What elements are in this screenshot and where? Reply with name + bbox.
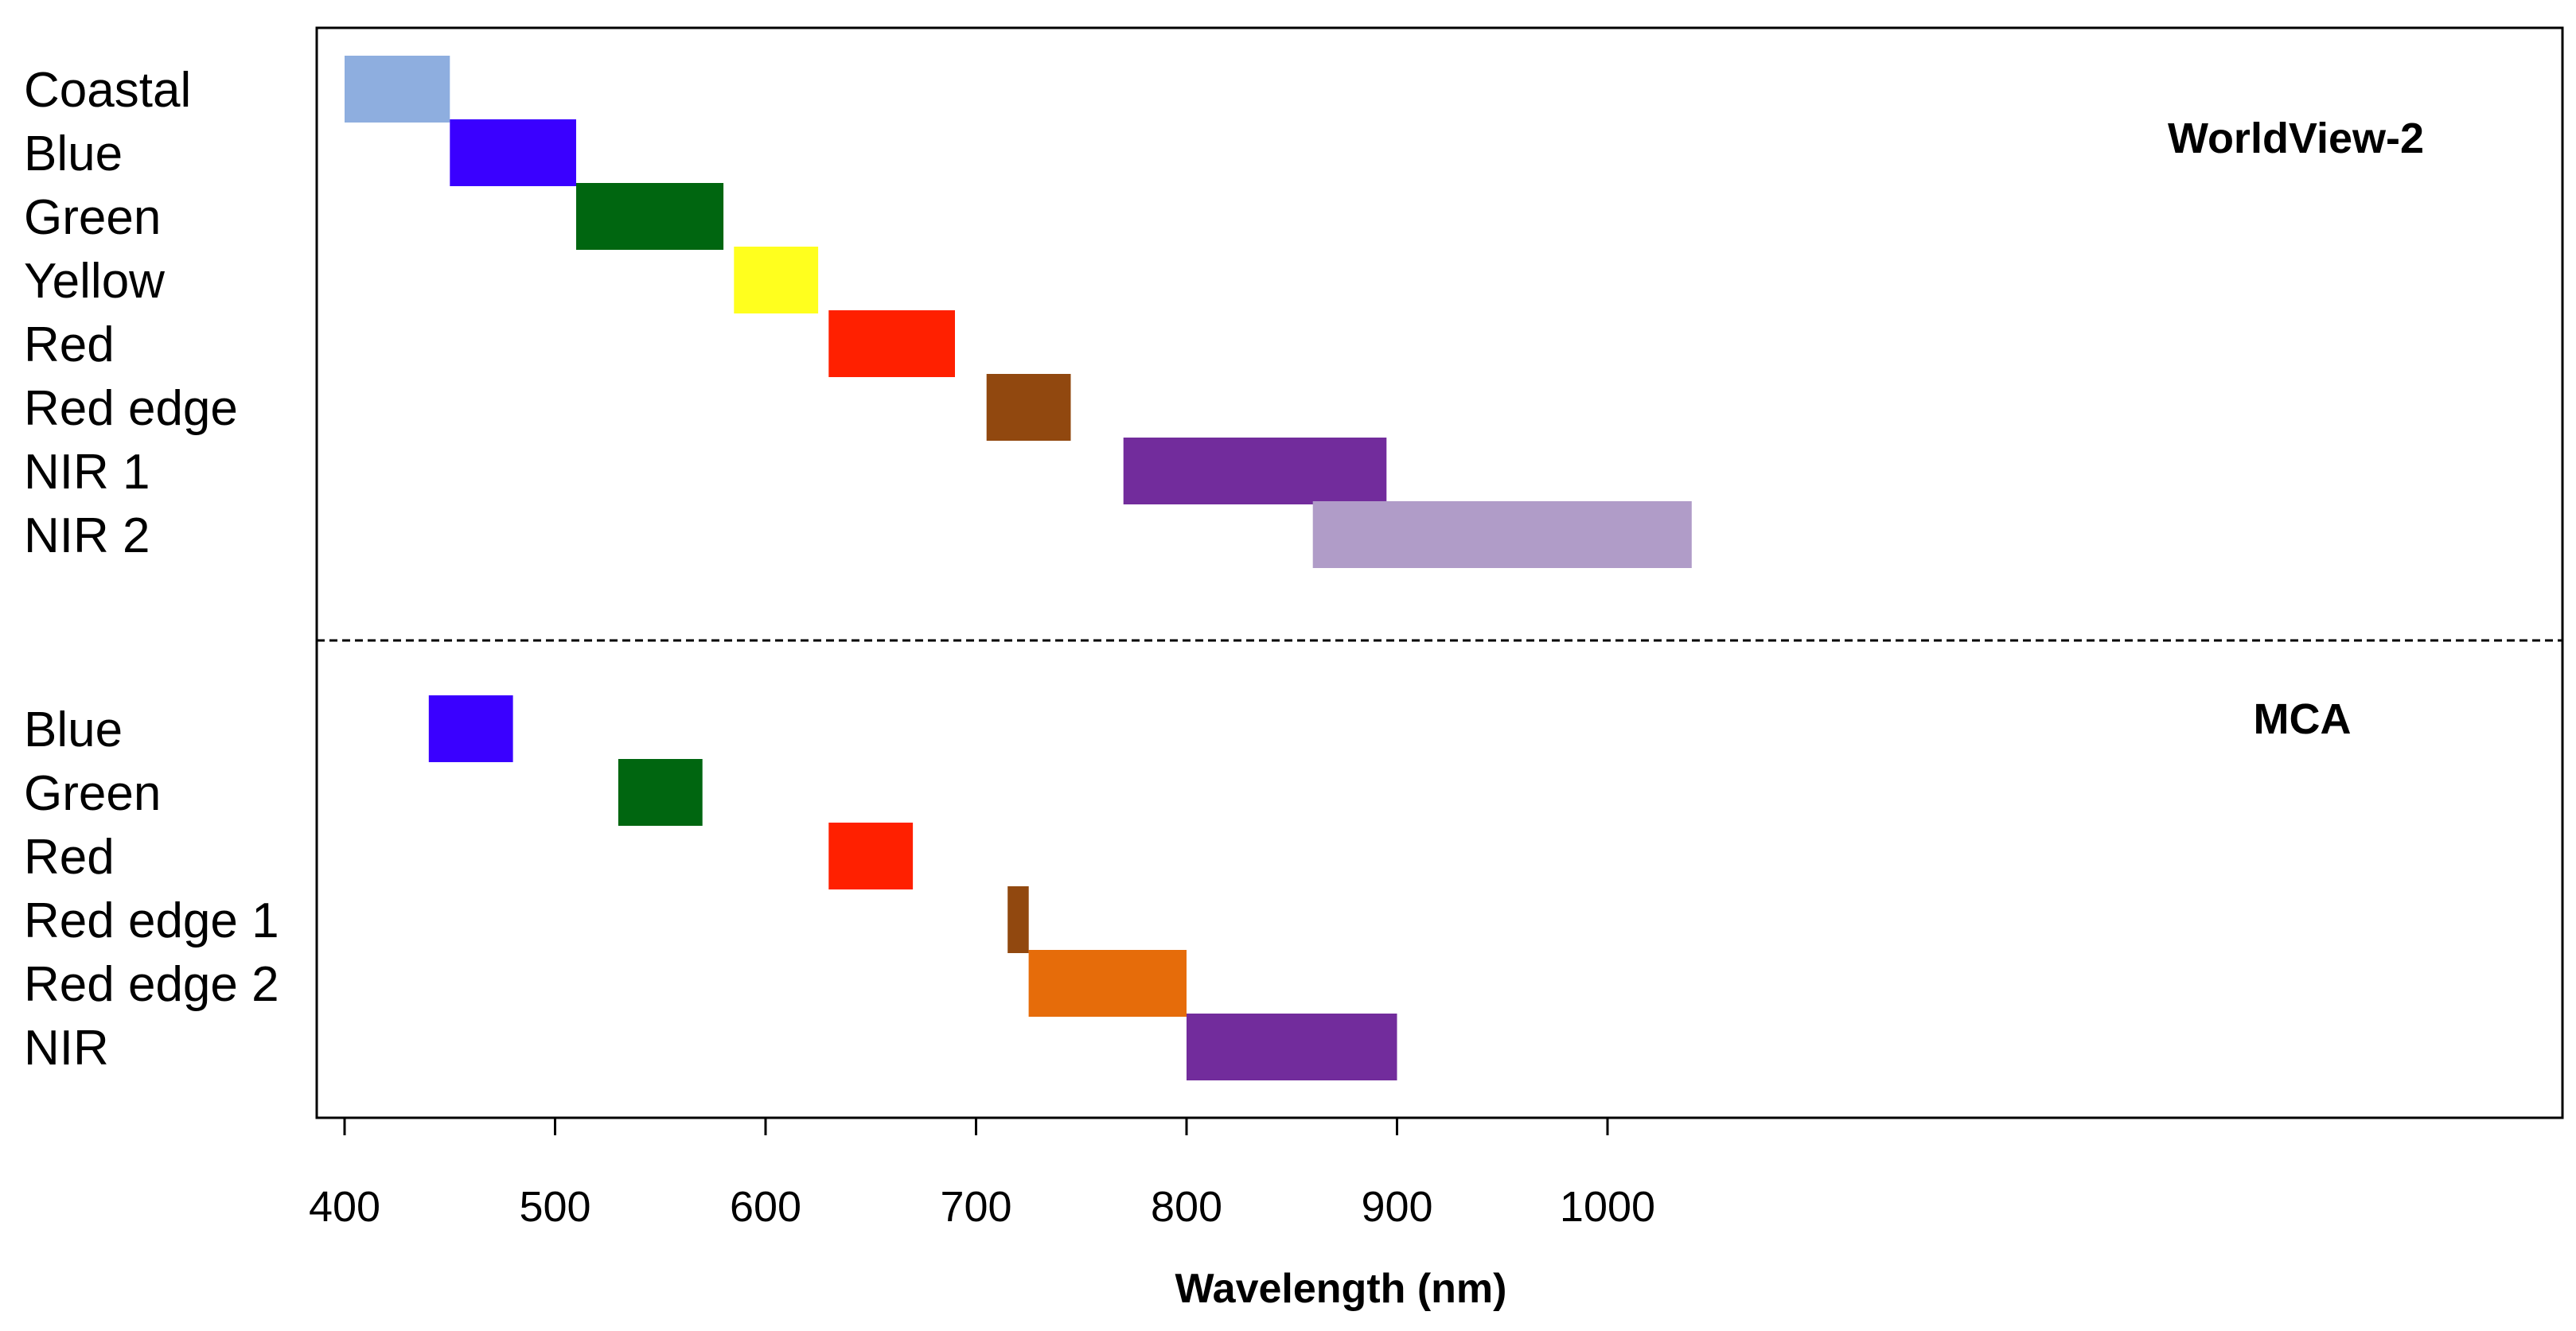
band-label-worldview-2-coastal: Coastal — [24, 63, 191, 118]
band-labels: Coastal Blue Green Yellow Red Red edge NIR 1 NI… — [24, 63, 279, 1076]
x-tick-label-400: 400 — [309, 1183, 380, 1231]
band-label-worldview-2-nir-1: NIR 1 — [24, 445, 150, 500]
bar-mca-green — [618, 759, 703, 826]
sensor-titles: WorldView-2 MCA — [2168, 115, 2424, 743]
bar-mca-nir — [1187, 1014, 1397, 1080]
band-label-mca-nir: NIR — [24, 1021, 109, 1076]
band-label-mca-red: Red — [24, 830, 115, 885]
band-label-worldview-2-blue: Blue — [24, 126, 123, 181]
x-tick-label-1000: 1000 — [1560, 1183, 1655, 1231]
band-label-mca-red-edge-2: Red edge 2 — [24, 957, 279, 1012]
x-tick-label-900: 900 — [1361, 1183, 1432, 1231]
bar-worldview-2-coastal — [345, 56, 450, 123]
bar-mca-red-edge-1 — [1007, 886, 1029, 953]
x-axis: 400 500 600 700 800 900 1000 — [309, 1116, 2562, 1231]
bar-worldview-2-nir-2 — [1312, 501, 1692, 568]
band-label-worldview-2-red-edge: Red edge — [24, 381, 238, 436]
bar-mca-red — [828, 823, 914, 889]
panel-title-worldview-2: WorldView-2 — [2168, 115, 2424, 162]
band-label-mca-red-edge-1: Red edge 1 — [24, 893, 279, 948]
x-tick-label-600: 600 — [730, 1183, 801, 1231]
band-label-mca-blue: Blue — [24, 702, 123, 757]
band-label-mca-green: Green — [24, 766, 161, 821]
x-tick-label-700: 700 — [940, 1183, 1011, 1231]
panel-title-mca: MCA — [2254, 695, 2352, 743]
x-tick-label-800: 800 — [1151, 1183, 1222, 1231]
x-tick-label-500: 500 — [519, 1183, 590, 1231]
bar-worldview-2-green — [576, 183, 724, 250]
bar-worldview-2-yellow — [734, 247, 819, 313]
bar-worldview-2-nir-1 — [1123, 438, 1387, 504]
band-label-worldview-2-nir-2: NIR 2 — [24, 508, 150, 563]
bar-worldview-2-red — [828, 310, 955, 377]
bar-worldview-2-blue — [450, 119, 576, 186]
x-axis-title: Wavelength (nm) — [1175, 1266, 1507, 1312]
bars-layer — [345, 56, 1692, 1080]
bar-mca-blue — [428, 695, 513, 762]
bar-mca-red-edge-2 — [1028, 950, 1187, 1017]
bar-worldview-2-red-edge — [986, 374, 1071, 441]
band-label-worldview-2-yellow: Yellow — [24, 254, 165, 309]
band-label-worldview-2-red: Red — [24, 317, 115, 372]
band-label-worldview-2-green: Green — [24, 190, 161, 245]
